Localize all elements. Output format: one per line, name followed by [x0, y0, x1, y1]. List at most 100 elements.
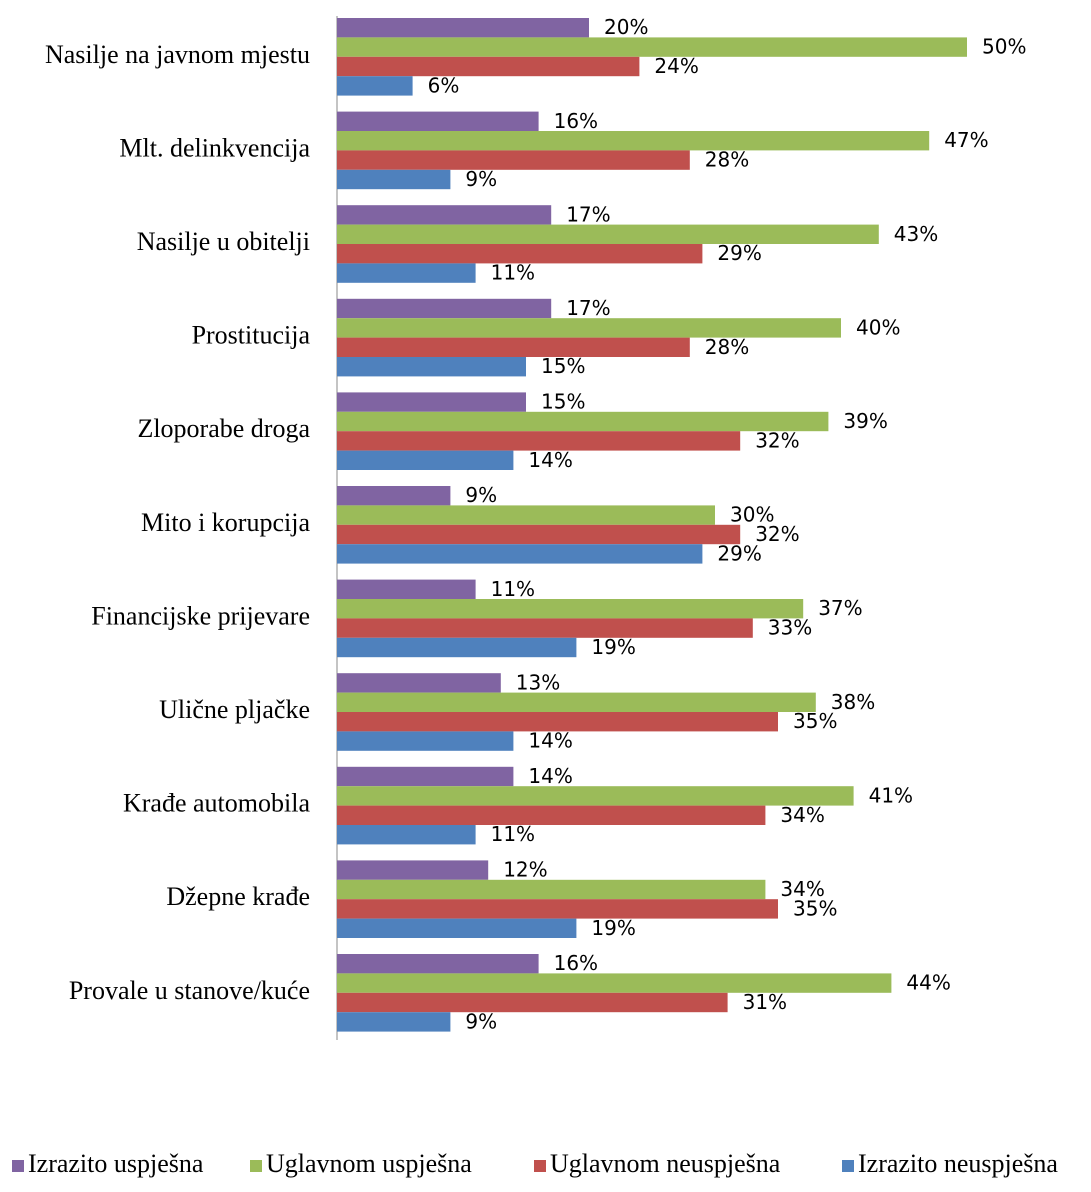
bar: [337, 111, 539, 131]
bar: [337, 544, 703, 564]
bar: [337, 337, 690, 357]
bar: [337, 244, 703, 264]
value-label: 13%: [516, 670, 560, 694]
value-label: 40%: [856, 315, 900, 339]
value-label: 9%: [465, 1009, 497, 1033]
value-label: 14%: [528, 448, 572, 472]
category-label: Ulične pljačke: [159, 695, 310, 724]
value-label: 34%: [780, 877, 824, 901]
value-label: 28%: [705, 148, 749, 172]
category-label: Financijske prijevare: [91, 601, 310, 630]
value-label: 19%: [591, 916, 635, 940]
bar: [337, 411, 829, 432]
bar: [337, 205, 552, 225]
value-label: 47%: [944, 128, 988, 152]
value-label: 32%: [755, 428, 799, 452]
bar: [337, 431, 741, 451]
value-label: 15%: [541, 390, 585, 414]
value-label: 31%: [743, 990, 787, 1014]
category-label: Mlt. delinkvencija: [119, 133, 310, 162]
value-label: 34%: [780, 803, 824, 827]
bar: [337, 673, 501, 693]
value-label: 38%: [831, 690, 875, 714]
value-label: 11%: [491, 261, 535, 285]
bar: [337, 524, 741, 545]
value-label: 33%: [768, 616, 812, 640]
value-label: 16%: [554, 109, 598, 133]
value-label: 29%: [717, 241, 761, 265]
value-label: 50%: [982, 35, 1026, 59]
value-label: 32%: [755, 522, 799, 546]
bar: [337, 56, 640, 77]
bar: [337, 450, 514, 470]
value-label: 14%: [528, 764, 572, 788]
value-label: 6%: [428, 73, 460, 97]
legend-swatch: [12, 1160, 24, 1172]
value-label: 24%: [654, 54, 698, 78]
category-label: Prostitucija: [192, 321, 311, 350]
bar: [337, 357, 526, 377]
bar: [337, 150, 690, 170]
value-label: 20%: [604, 15, 648, 39]
value-label: 17%: [566, 202, 610, 226]
value-label: 19%: [591, 635, 635, 659]
bar: [337, 486, 451, 506]
value-label: 15%: [541, 354, 585, 378]
bar: [337, 37, 967, 57]
bar: [337, 637, 577, 658]
bar: [337, 825, 476, 845]
bar: [337, 224, 879, 244]
value-label: 11%: [491, 577, 535, 601]
legend-label: Izrazito uspješna: [28, 1149, 204, 1178]
bar: [337, 1012, 451, 1032]
legend-label: Uglavnom uspješna: [266, 1149, 472, 1178]
bar: [337, 712, 778, 732]
value-label: 9%: [465, 483, 497, 507]
bar: [337, 860, 489, 880]
bar: [337, 786, 854, 806]
value-label: 39%: [843, 409, 887, 433]
legend-swatch: [250, 1160, 262, 1172]
bar: [337, 879, 766, 900]
value-label: 29%: [717, 541, 761, 565]
bar: [337, 766, 514, 787]
bar: [337, 731, 514, 751]
bar: [337, 298, 552, 319]
bar: [337, 392, 526, 412]
legend-swatch: [534, 1160, 546, 1172]
bar: [337, 618, 753, 638]
category-label: Džepne krađe: [166, 882, 310, 911]
value-label: 17%: [566, 296, 610, 320]
value-label: 14%: [528, 729, 572, 753]
bar: [337, 263, 476, 283]
bar: [337, 692, 816, 712]
legend-label: Uglavnom neuspješna: [550, 1149, 781, 1178]
bar: [337, 76, 413, 96]
value-label: 9%: [465, 167, 497, 191]
category-label: Nasilje na javnom mjestu: [45, 40, 310, 69]
bar: [337, 318, 841, 338]
bar: [337, 992, 728, 1013]
value-label: 44%: [906, 971, 950, 995]
value-label: 11%: [491, 822, 535, 846]
value-label: 43%: [894, 222, 938, 246]
bar: [337, 169, 451, 190]
bar: [337, 805, 766, 825]
bar: [337, 954, 539, 974]
value-label: 37%: [818, 596, 862, 620]
category-label: Zloporabe droga: [137, 414, 310, 443]
category-label: Mito i korupcija: [141, 508, 310, 537]
value-label: 35%: [793, 709, 837, 733]
legend-label: Izrazito neuspješna: [858, 1149, 1058, 1178]
value-label: 12%: [503, 858, 547, 882]
value-label: 35%: [793, 896, 837, 920]
bar: [337, 899, 778, 919]
legend-swatch: [842, 1160, 854, 1172]
bar: [337, 579, 476, 599]
value-label: 28%: [705, 335, 749, 359]
bar: [337, 131, 930, 151]
value-label: 16%: [554, 951, 598, 975]
bar: [337, 599, 804, 619]
category-label: Provale u stanove/kuće: [69, 976, 310, 1005]
